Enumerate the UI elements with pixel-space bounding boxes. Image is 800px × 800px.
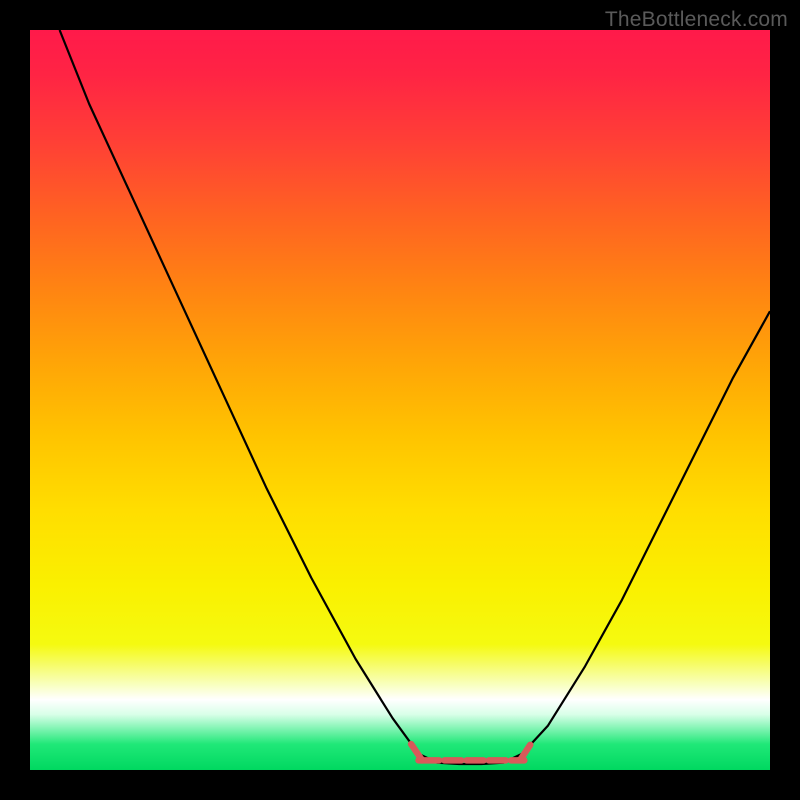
watermark-text: TheBottleneck.com — [605, 8, 788, 32]
bottleneck-chart — [0, 0, 800, 800]
plot-gradient-background — [30, 30, 770, 770]
